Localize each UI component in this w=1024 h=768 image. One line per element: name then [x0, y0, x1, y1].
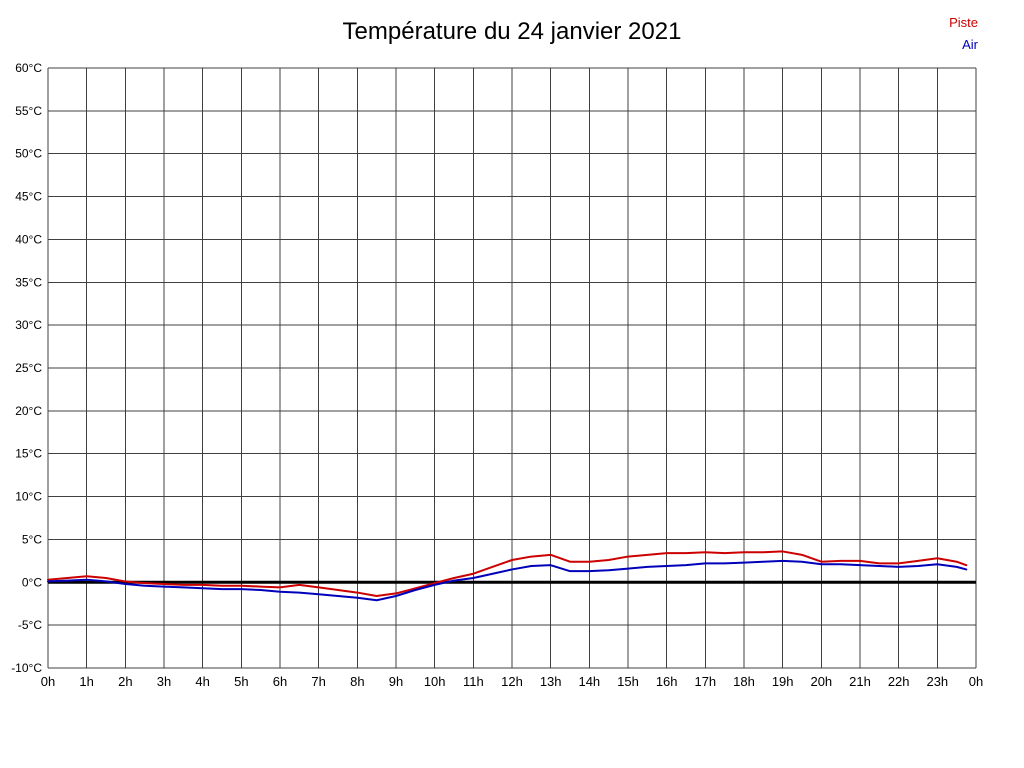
x-tick-label: 16h	[656, 674, 678, 689]
legend-item-air: Air	[962, 37, 978, 52]
y-tick-label: 40°C	[15, 232, 42, 246]
y-tick-label: 35°C	[15, 275, 42, 289]
y-tick-label: 30°C	[15, 318, 42, 332]
y-tick-label: 55°C	[15, 104, 42, 118]
x-tick-label: 0h	[41, 674, 55, 689]
y-tick-label: -5°C	[18, 618, 42, 632]
x-tick-label: 1h	[79, 674, 93, 689]
y-tick-label: 45°C	[15, 190, 42, 204]
x-tick-label: 11h	[463, 674, 484, 689]
y-tick-label: 15°C	[15, 447, 42, 461]
x-tick-label: 12h	[501, 674, 523, 689]
x-tick-label: 3h	[157, 674, 171, 689]
x-tick-label: 7h	[311, 674, 325, 689]
y-tick-label: 25°C	[15, 361, 42, 375]
x-tick-label: 9h	[389, 674, 403, 689]
y-tick-label: 5°C	[22, 532, 42, 546]
x-tick-label: 17h	[694, 674, 716, 689]
x-tick-label: 8h	[350, 674, 364, 689]
piste-temperature-line	[47, 550, 968, 597]
x-tick-label: 20h	[810, 674, 832, 689]
x-tick-label: 0h	[969, 674, 983, 689]
x-tick-label: 19h	[772, 674, 794, 689]
x-tick-label: 13h	[540, 674, 562, 689]
x-tick-label: 15h	[617, 674, 639, 689]
x-tick-label: 6h	[273, 674, 287, 689]
y-tick-label: 50°C	[15, 147, 42, 161]
x-tick-label: 18h	[733, 674, 755, 689]
x-tick-label: 4h	[195, 674, 209, 689]
x-tick-label: 23h	[926, 674, 948, 689]
chart-title: Température du 24 janvier 2021	[342, 18, 682, 45]
legend-item-piste: Piste	[949, 15, 978, 30]
x-tick-label: 22h	[888, 674, 910, 689]
y-tick-label: 0°C	[22, 575, 42, 589]
x-tick-label: 10h	[424, 674, 446, 689]
y-tick-label: 60°C	[15, 61, 42, 75]
x-tick-label: 2h	[118, 674, 132, 689]
air-temperature-line	[47, 559, 968, 602]
y-tick-label: -10°C	[11, 661, 42, 675]
x-tick-label: 14h	[578, 674, 600, 689]
chart-legend: Piste Air	[949, 12, 978, 56]
y-tick-label: 20°C	[15, 404, 42, 418]
x-tick-label: 21h	[849, 674, 871, 689]
x-tick-label: 5h	[234, 674, 248, 689]
y-tick-label: 10°C	[15, 490, 42, 504]
